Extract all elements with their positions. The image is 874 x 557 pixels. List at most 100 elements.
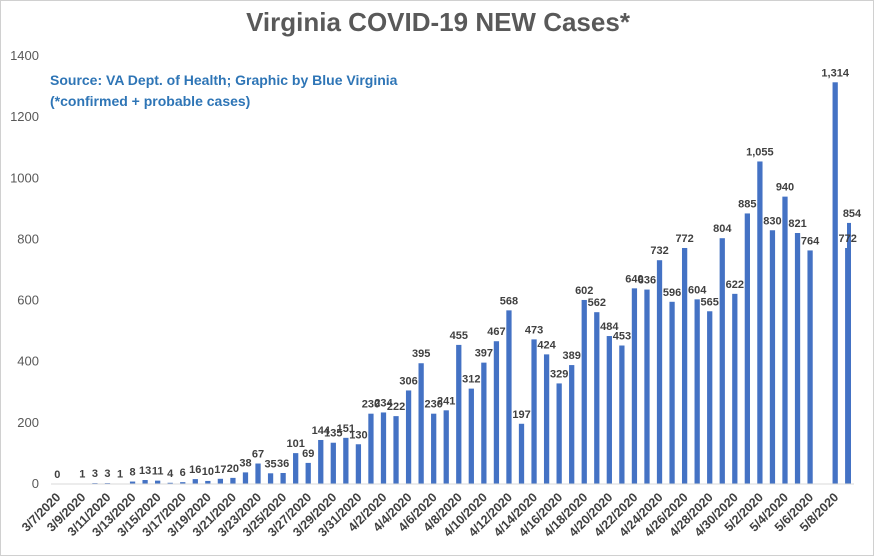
data-label: 562 <box>588 297 606 309</box>
data-label: 772 <box>675 233 693 245</box>
data-label: 1,314 <box>821 67 849 79</box>
bar <box>406 390 411 484</box>
data-label: 804 <box>713 223 732 235</box>
bar <box>569 365 574 484</box>
data-label: 389 <box>563 350 581 362</box>
bar <box>607 336 612 484</box>
bar <box>280 473 285 484</box>
bar <box>657 260 662 484</box>
data-label: 3 <box>104 468 110 480</box>
bar <box>531 339 536 484</box>
data-label: 8 <box>129 467 135 479</box>
data-label: 36 <box>277 458 289 470</box>
data-label: 17 <box>214 464 226 476</box>
data-label: 1 <box>79 469 85 481</box>
bar <box>506 310 511 484</box>
bar <box>381 412 386 484</box>
data-label: 821 <box>788 218 806 230</box>
data-label: 764 <box>801 235 820 247</box>
bar <box>494 341 499 484</box>
bar <box>393 416 398 484</box>
bar <box>444 410 449 484</box>
data-label: 38 <box>239 457 251 469</box>
bar <box>720 238 725 484</box>
bar <box>356 444 361 484</box>
bar <box>268 473 273 484</box>
bar <box>519 424 524 484</box>
y-tick-label: 200 <box>17 415 39 430</box>
bar <box>218 479 223 484</box>
data-label: 6 <box>180 467 186 479</box>
data-label: 241 <box>437 395 455 407</box>
y-tick-label: 1400 <box>10 48 39 63</box>
data-label: 772 <box>839 233 857 245</box>
data-label: 467 <box>487 326 505 338</box>
data-label: 636 <box>638 275 656 287</box>
data-label: 10 <box>202 466 214 478</box>
bar <box>293 453 298 484</box>
data-label: 4 <box>167 468 174 480</box>
bar <box>632 288 637 484</box>
bar <box>318 440 323 484</box>
data-label: 885 <box>738 198 756 210</box>
bar <box>557 383 562 484</box>
data-label: 604 <box>688 284 707 296</box>
bar <box>795 233 800 484</box>
y-tick-label: 1200 <box>10 109 39 124</box>
data-label: 596 <box>663 287 681 299</box>
bar <box>481 363 486 484</box>
data-label: 329 <box>550 368 568 380</box>
bar <box>193 479 198 484</box>
data-label: 312 <box>462 374 480 386</box>
bar <box>745 213 750 484</box>
data-label: 20 <box>227 463 239 475</box>
bar <box>544 354 549 484</box>
data-label: 397 <box>475 348 493 360</box>
data-label: 3 <box>92 468 98 480</box>
y-tick-label: 0 <box>32 476 39 491</box>
data-label: 35 <box>264 458 276 470</box>
bar <box>732 294 737 484</box>
bar <box>770 230 775 484</box>
y-tick-label: 800 <box>17 231 39 246</box>
data-label: 130 <box>349 429 367 441</box>
data-label: 67 <box>252 449 264 461</box>
bar <box>833 82 838 484</box>
bar <box>456 345 461 484</box>
bar <box>431 414 436 484</box>
bar <box>757 161 762 484</box>
y-tick-label: 600 <box>17 293 39 308</box>
bar <box>255 464 260 484</box>
data-label: 940 <box>776 182 794 194</box>
data-label: 455 <box>450 330 468 342</box>
bar <box>368 414 373 484</box>
data-label: 565 <box>701 296 719 308</box>
bar <box>155 481 160 484</box>
data-label: 69 <box>302 448 314 460</box>
bar <box>331 443 336 484</box>
data-label: 602 <box>575 285 593 297</box>
data-label: 1 <box>117 469 123 481</box>
data-label: 11 <box>152 466 164 478</box>
bar <box>582 300 587 484</box>
y-tick-label: 1000 <box>10 170 39 185</box>
data-label: 830 <box>763 215 781 227</box>
data-label: 453 <box>613 331 631 343</box>
bar <box>418 363 423 484</box>
bar <box>343 438 348 484</box>
bar <box>594 312 599 484</box>
bar <box>230 478 235 484</box>
data-label: 0 <box>54 469 60 481</box>
data-label: 568 <box>500 295 518 307</box>
bar <box>243 472 248 484</box>
data-label: 16 <box>189 464 201 476</box>
bar <box>707 311 712 484</box>
bar <box>669 302 674 484</box>
data-label: 854 <box>843 208 862 220</box>
bar <box>469 389 474 484</box>
data-label: 222 <box>387 401 405 413</box>
data-label: 395 <box>412 348 430 360</box>
x-axis: 3/7/20203/9/20203/11/20203/13/20203/15/2… <box>19 484 854 539</box>
